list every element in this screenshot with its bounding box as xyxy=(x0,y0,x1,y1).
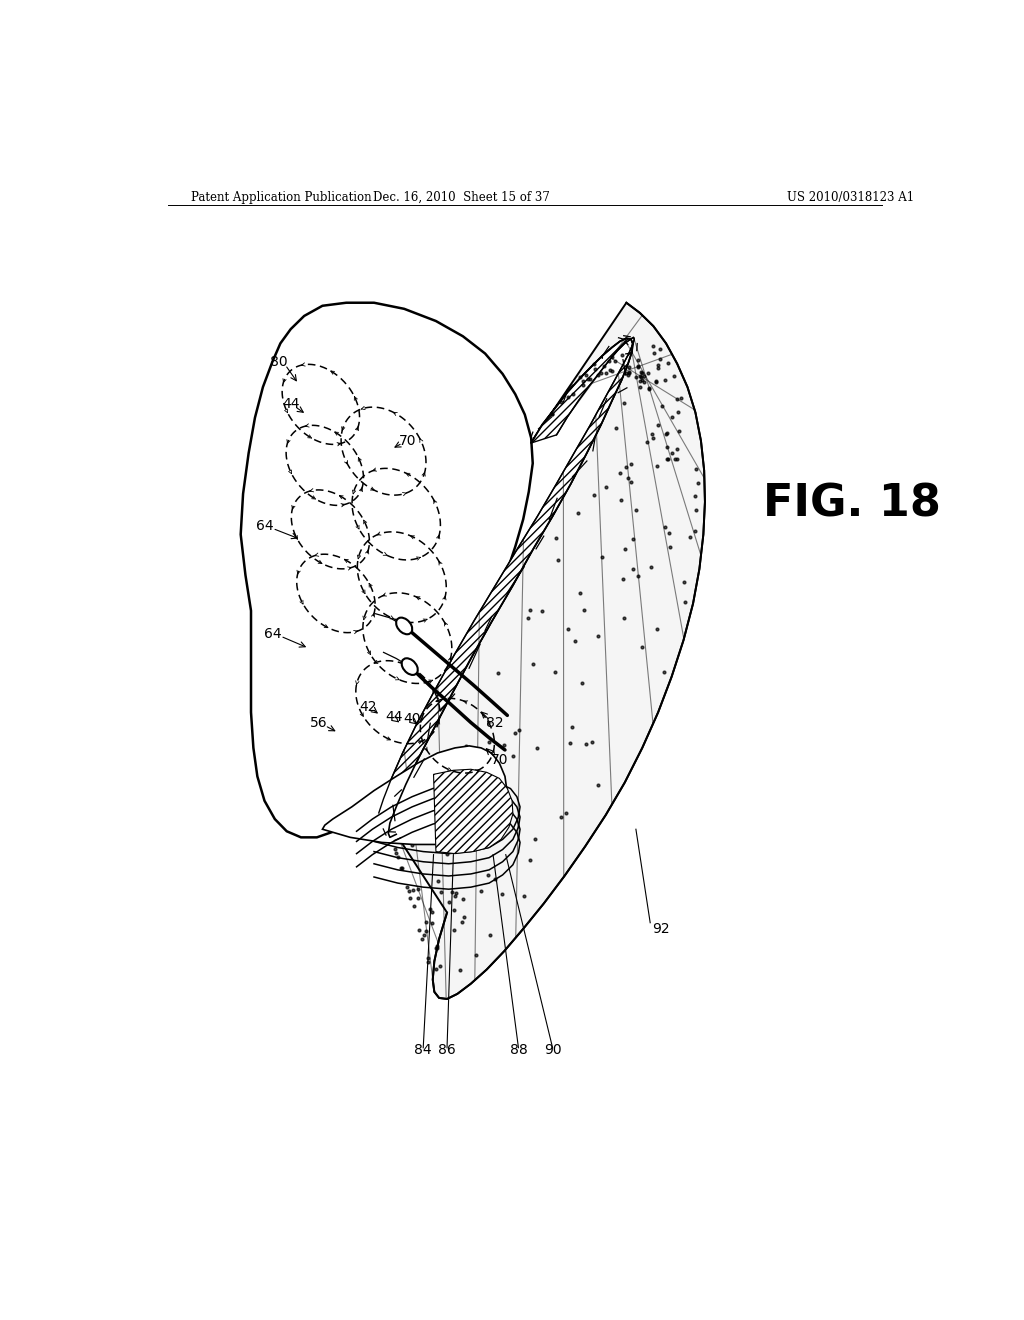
Text: Patent Application Publication: Patent Application Publication xyxy=(191,191,372,203)
Polygon shape xyxy=(241,302,532,837)
Text: US 2010/0318123 A1: US 2010/0318123 A1 xyxy=(786,191,913,203)
Text: 70: 70 xyxy=(398,434,416,447)
Text: 64: 64 xyxy=(263,627,282,642)
Text: 92: 92 xyxy=(652,921,670,936)
Polygon shape xyxy=(388,302,705,999)
Polygon shape xyxy=(379,338,634,837)
Text: 82: 82 xyxy=(485,715,504,730)
Text: 40: 40 xyxy=(403,713,421,726)
Text: Dec. 16, 2010  Sheet 15 of 37: Dec. 16, 2010 Sheet 15 of 37 xyxy=(373,191,550,203)
Ellipse shape xyxy=(396,618,413,635)
Text: FIG. 18: FIG. 18 xyxy=(763,483,941,525)
Text: 64: 64 xyxy=(256,519,273,533)
Ellipse shape xyxy=(401,659,418,675)
Text: 56: 56 xyxy=(309,715,328,730)
Text: 90: 90 xyxy=(544,1043,561,1057)
Text: 80: 80 xyxy=(270,355,288,368)
Text: 42: 42 xyxy=(359,700,377,714)
Text: 84: 84 xyxy=(415,1043,432,1057)
Text: 44: 44 xyxy=(282,397,299,412)
Polygon shape xyxy=(323,746,507,845)
Polygon shape xyxy=(433,770,513,854)
Text: 88: 88 xyxy=(510,1043,527,1057)
Text: 70: 70 xyxy=(490,754,508,767)
Text: 44: 44 xyxy=(385,710,402,725)
Text: 86: 86 xyxy=(438,1043,456,1057)
